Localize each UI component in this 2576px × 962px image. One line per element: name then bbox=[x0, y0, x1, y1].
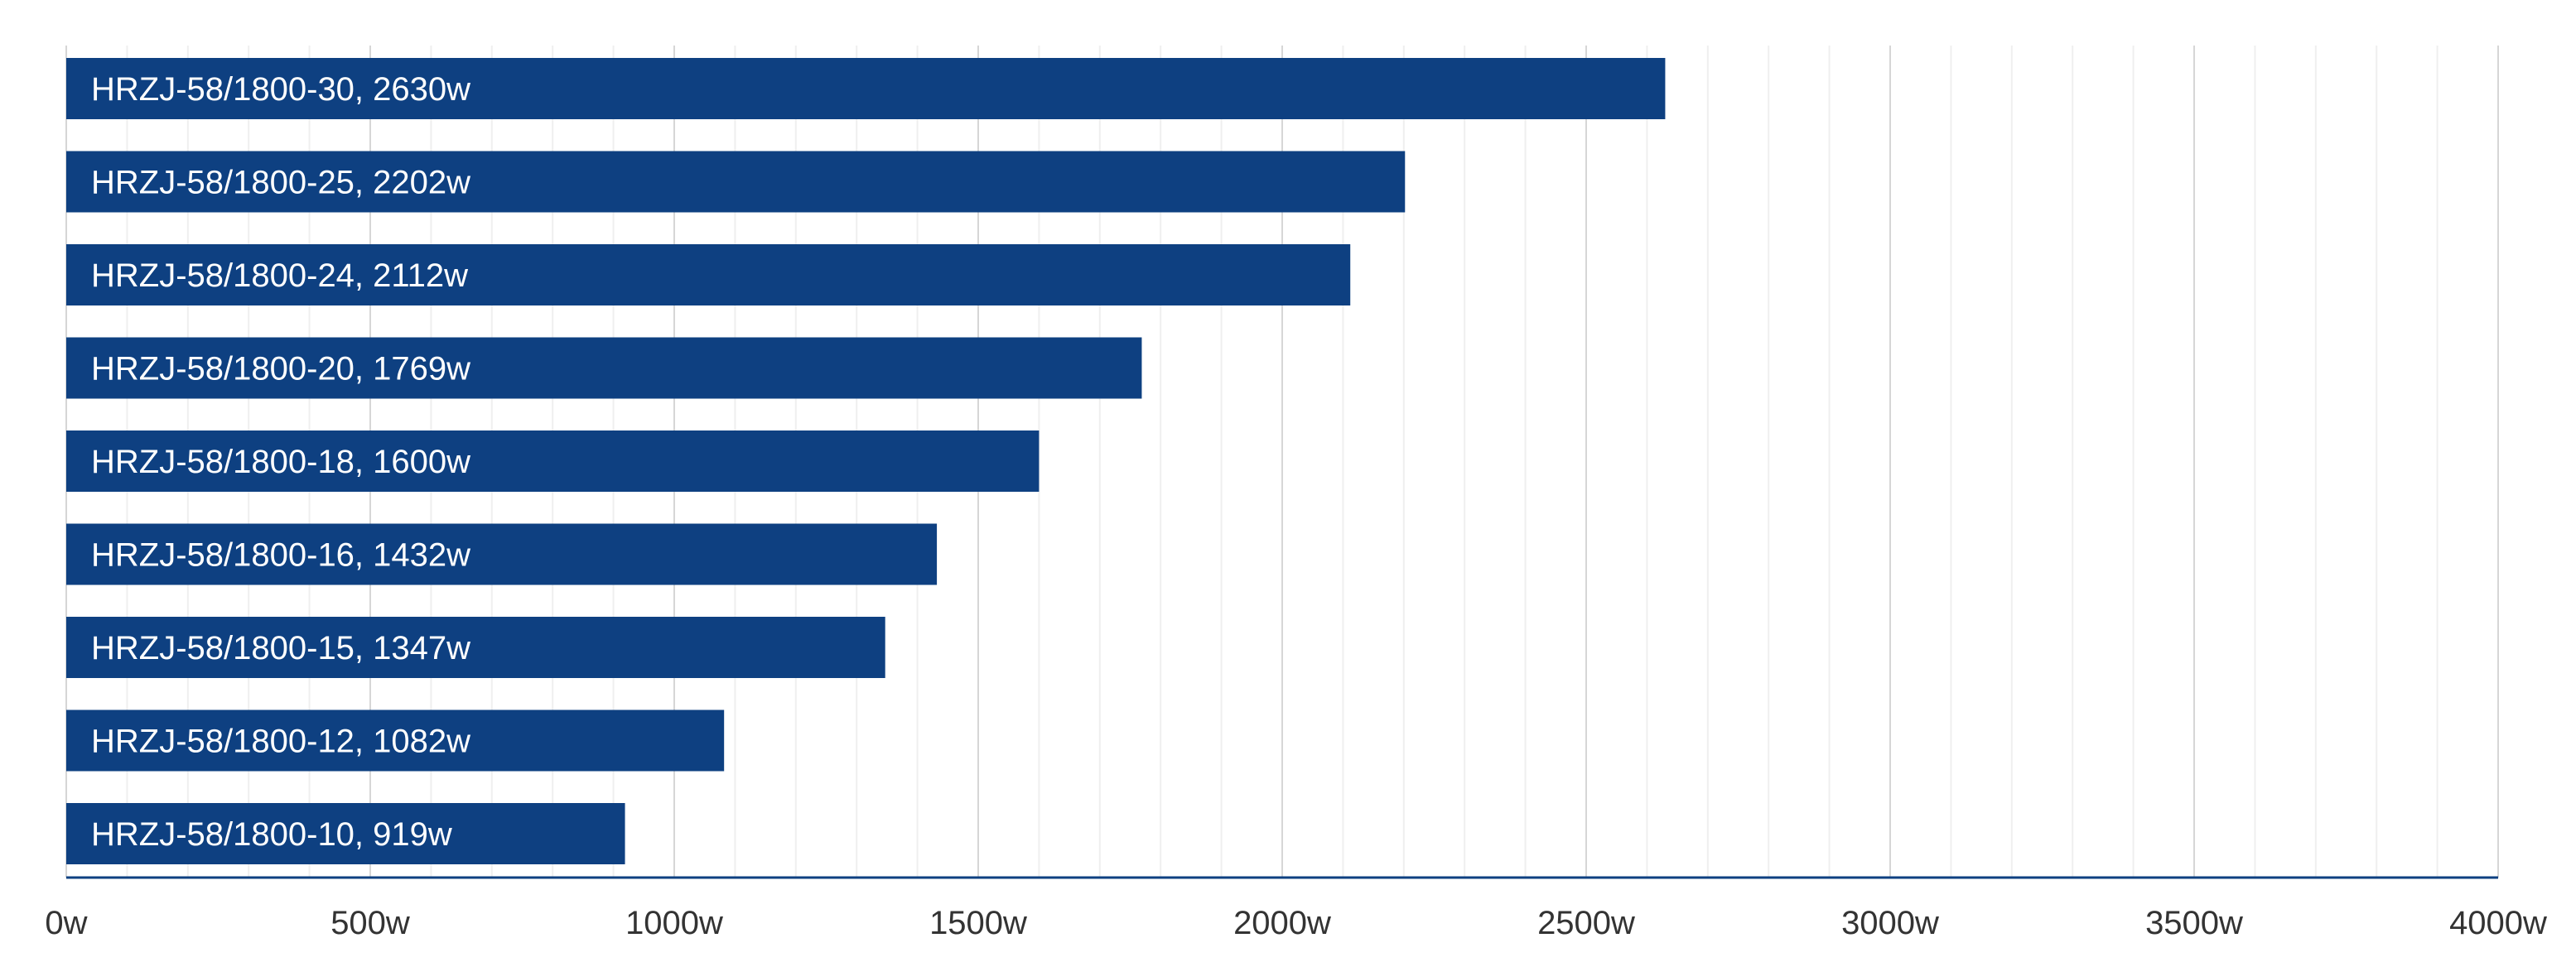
x-tick-label: 2000w bbox=[1233, 905, 1331, 941]
bar-data-label: HRZJ-58/1800-30, 2630w bbox=[91, 71, 470, 108]
bar bbox=[66, 337, 1142, 399]
x-tick-label: 4000w bbox=[2449, 905, 2547, 941]
bar-data-label: HRZJ-58/1800-24, 2112w bbox=[91, 257, 468, 294]
bar bbox=[66, 523, 938, 585]
bar-data-label: HRZJ-58/1800-16, 1432w bbox=[91, 537, 470, 574]
bar bbox=[66, 803, 625, 864]
x-tick-label: 1500w bbox=[929, 905, 1027, 941]
x-tick-label: 3500w bbox=[2145, 905, 2243, 941]
x-tick-label: 2500w bbox=[1537, 905, 1635, 941]
x-tick-label: 500w bbox=[330, 905, 410, 941]
bar bbox=[66, 709, 725, 772]
x-tick-label: 3000w bbox=[1841, 905, 1939, 941]
bar-data-label: HRZJ-58/1800-18, 1600w bbox=[91, 444, 470, 480]
bar-data-label: HRZJ-58/1800-25, 2202w bbox=[91, 165, 470, 201]
bar bbox=[66, 58, 1666, 119]
bar bbox=[66, 244, 1351, 305]
bar-data-label: HRZJ-58/1800-15, 1347w bbox=[91, 630, 470, 666]
x-tick-label: 0w bbox=[45, 905, 87, 941]
x-tick-label: 1000w bbox=[625, 905, 723, 941]
bar bbox=[66, 151, 1406, 213]
bar bbox=[66, 617, 885, 678]
bar-data-label: HRZJ-58/1800-12, 1082w bbox=[91, 724, 470, 760]
bar-data-label: HRZJ-58/1800-10, 919w bbox=[91, 816, 452, 853]
bar-data-label: HRZJ-58/1800-20, 1769w bbox=[91, 351, 470, 387]
bar bbox=[66, 430, 1040, 492]
